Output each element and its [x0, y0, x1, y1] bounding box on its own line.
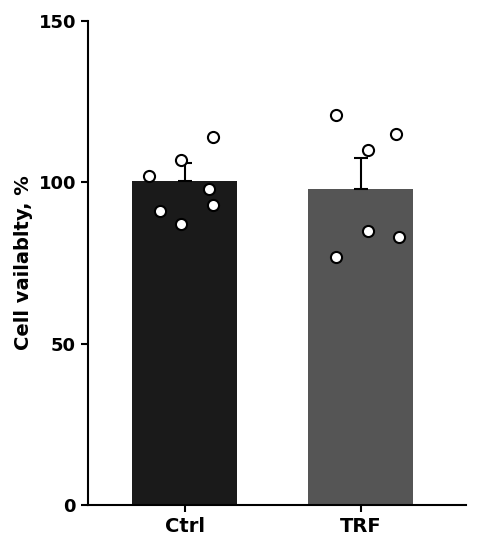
Y-axis label: Cell vailablty, %: Cell vailablty, %: [14, 175, 33, 350]
Bar: [308, 189, 413, 505]
Bar: [132, 181, 237, 505]
